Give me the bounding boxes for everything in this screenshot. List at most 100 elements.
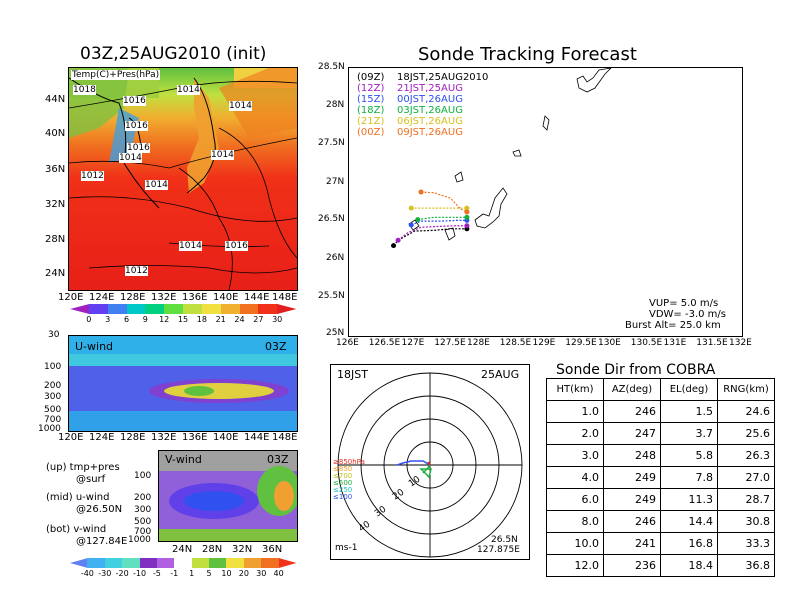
lon-tick-label: 120E xyxy=(58,292,84,303)
track-point xyxy=(391,243,397,249)
colorbar-label: 27 xyxy=(253,315,264,324)
colorbar-label: -5 xyxy=(152,569,161,578)
track-legend-local: 09JST,26AUG xyxy=(397,127,463,138)
colorbar-label: -30 xyxy=(98,569,112,578)
colorbar-label: -20 xyxy=(115,569,129,578)
colorbar-label: 20 xyxy=(238,569,249,578)
colorbar-label: 24 xyxy=(234,315,245,324)
map-title: 03Z,25AUG2010 (init) xyxy=(80,44,267,64)
track-point xyxy=(408,222,414,228)
table-cell: 7.8 xyxy=(660,466,718,489)
track-legend-row: (09Z) 18JST,25AUG2010 xyxy=(357,72,488,83)
v-wind-panel: V-wind 03Z xyxy=(158,450,298,542)
track-legend-local: 18JST,25AUG2010 xyxy=(397,72,489,83)
table-header-cell: HT(km) xyxy=(546,378,604,401)
track-line xyxy=(397,225,467,241)
lon-tick-label: 148E xyxy=(272,292,298,303)
u-wind-panel: U-wind 03Z xyxy=(68,335,298,432)
lon-tick-label: 136E xyxy=(182,292,208,303)
isobar-label: 1016 xyxy=(127,143,150,153)
lat-tick-label: 36N xyxy=(262,544,283,555)
track-legend-utc: (12Z) xyxy=(357,83,385,94)
v-wind-time: 03Z xyxy=(267,453,289,466)
table-cell: 33.3 xyxy=(717,532,775,555)
lat-tick-label: 25.5N xyxy=(318,291,345,301)
isobar-label: 1018 xyxy=(73,85,96,95)
colorbar-swatch xyxy=(261,558,280,568)
colorbar-label: 9 xyxy=(142,315,148,324)
colorbar-swatch xyxy=(107,304,127,314)
polar-lon: 127.875E xyxy=(477,545,520,555)
level-label: 1000 xyxy=(128,535,151,545)
colorbar-swatch xyxy=(278,558,297,568)
track-legend-utc: (18Z) xyxy=(357,105,385,116)
lon-tick-label: 126E xyxy=(336,338,359,348)
lon-tick-label: 129.5E xyxy=(565,338,597,348)
track-point xyxy=(464,223,470,229)
lon-tick-label: 144E xyxy=(244,292,270,303)
vup-text: VUP= 5.0 m/s xyxy=(649,298,719,309)
lon-tick-label: 132E xyxy=(151,292,177,303)
lon-tick-label: 126.5E xyxy=(368,338,401,348)
lon-tick-label: 128E xyxy=(467,338,490,348)
table-row: 8.0 246 14.4 30.8 xyxy=(546,510,775,533)
table-cell: 1.5 xyxy=(660,400,718,423)
colorbar-swatch xyxy=(164,304,184,314)
level-label: 300 xyxy=(134,505,152,515)
isobar-label: 1012 xyxy=(81,171,104,181)
u-wind-svg xyxy=(69,336,297,431)
lat-tick-label: 32N xyxy=(232,544,253,555)
sonde-table: HT(km) AZ(deg) EL(deg) RNG(km) 1.0 246 1.5 24.6… xyxy=(546,378,775,577)
table-cell: 246 xyxy=(603,400,661,423)
track-legend-row: (21Z) 06JST,26AUG xyxy=(357,116,488,127)
table-cell: 5.8 xyxy=(660,444,718,467)
track-legend-utc: (15Z) xyxy=(357,94,385,105)
colorbar-swatch xyxy=(243,558,262,568)
v-wind-label: V-wind xyxy=(165,453,202,466)
track-point xyxy=(464,209,470,215)
table-cell: 247 xyxy=(603,422,661,445)
lon-tick-label: 140E xyxy=(213,432,239,443)
colorbar-label: -10 xyxy=(132,569,147,578)
polar-lat: 26.5N xyxy=(491,535,518,545)
temperature-map: Temp(C)+Pres(hPa) 1018 1016 1014 1014 10… xyxy=(68,67,298,291)
track-map: (09Z) 18JST,25AUG2010 (12Z) 21JST,25AUG (15Z… xyxy=(348,67,743,337)
table-cell: 30.8 xyxy=(717,510,775,533)
v-wind-colorbar: -40 -30 -20 -10 -5 -1 1 5 10 20 30 40 xyxy=(70,558,297,580)
track-line xyxy=(421,191,468,213)
vdw-text: VDW= -3.0 m/s xyxy=(649,309,726,320)
colorbar-swatch xyxy=(88,304,109,314)
colorbar-label: 3 xyxy=(105,315,111,324)
level-label: 500 xyxy=(44,405,62,415)
colorbar-swatch xyxy=(277,304,297,314)
isobar-label: 1014 xyxy=(211,150,234,160)
table-cell: 24.6 xyxy=(717,400,775,423)
track-svg xyxy=(391,68,612,249)
legend-mid-sub: @26.50N xyxy=(76,504,123,515)
track-legend-local: 06JST,26AUG xyxy=(397,116,463,127)
table-cell: 249 xyxy=(603,488,661,511)
colorbar-swatch xyxy=(209,558,227,568)
polar-svg xyxy=(337,372,523,558)
lat-tick-label: 28N xyxy=(45,234,66,245)
table-cell: 246 xyxy=(603,510,661,533)
lon-tick-label: 131E xyxy=(663,338,687,348)
lon-tick-label: 128E xyxy=(120,292,146,303)
track-legend: (09Z) 18JST,25AUG2010 (12Z) 21JST,25AUG (15Z… xyxy=(357,72,488,138)
lon-tick-label: 132E xyxy=(729,338,752,348)
colorbar-swatch xyxy=(226,558,245,568)
track-legend-utc: (09Z) xyxy=(357,72,385,83)
legend-up-sub: @surf xyxy=(76,474,106,485)
level-label: 700 xyxy=(134,527,152,537)
table-cell: 27.0 xyxy=(717,466,775,489)
level-label: 100 xyxy=(134,471,152,481)
colorbar-label: -40 xyxy=(80,569,94,578)
table-row: 12.0 236 18.4 36.8 xyxy=(546,554,775,577)
colorbar-label: 15 xyxy=(177,315,189,324)
table-cell: 2.0 xyxy=(546,422,604,445)
track-point xyxy=(395,237,401,243)
lat-tick-label: 24N xyxy=(45,268,66,279)
burst-text: Burst Alt= 25.0 km xyxy=(625,320,721,331)
u-wind-time: 03Z xyxy=(265,340,287,353)
level-label: 1000 xyxy=(38,424,61,434)
